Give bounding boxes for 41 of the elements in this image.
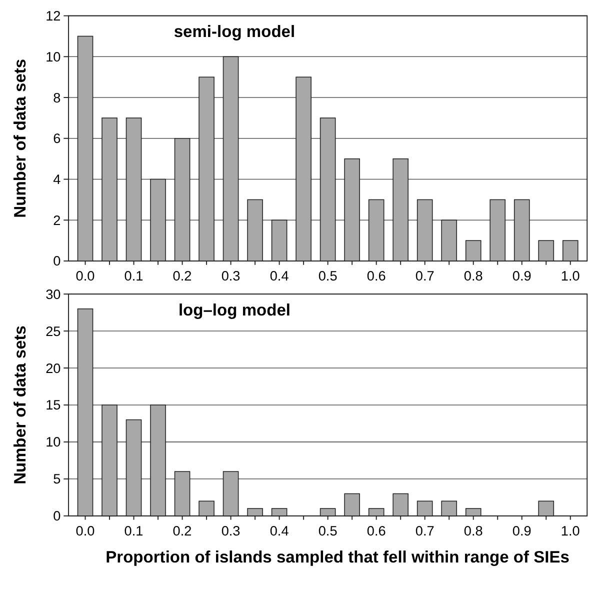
x-tick-label: 0.5: [318, 523, 338, 538]
x-tick-label: 0.5: [318, 268, 338, 284]
x-tick-label: 0.8: [464, 523, 483, 538]
y-tick-label: 0: [53, 508, 62, 524]
y-axis-title: Number of data sets: [10, 58, 30, 218]
y-tick-label: 10: [46, 49, 62, 64]
y-axis-title: Number of data sets: [10, 326, 30, 484]
x-tick-label: 0.1: [124, 268, 144, 284]
y-tick-label: 15: [46, 398, 61, 413]
x-tick-label: 0.6: [366, 523, 386, 538]
x-tick-label: 0.8: [464, 268, 483, 284]
x-tick-label: 0.3: [221, 523, 240, 538]
chart-title: log–log model: [178, 300, 290, 320]
x-tick-label: 0.0: [76, 523, 96, 538]
x-tick-label: 0.3: [221, 268, 240, 284]
x-axis-title: Proportion of islands sampled that fell within range of SIEs: [106, 548, 570, 567]
y-tick-label: 8: [53, 90, 61, 106]
x-tick-label: 0.4: [270, 523, 290, 538]
y-tick-label: 25: [46, 324, 61, 339]
y-tick-label: 6: [53, 131, 61, 146]
chart-title: semi-log model: [174, 22, 296, 42]
y-tick-label: 20: [46, 360, 62, 376]
x-tick-label: 0.7: [415, 523, 434, 538]
x-tick-label: 0.7: [415, 268, 434, 284]
x-tick-label: 0.0: [76, 268, 96, 284]
x-tick-label: 0.2: [172, 523, 192, 538]
y-tick-label: 5: [53, 472, 61, 487]
x-tick-label: 0.2: [172, 268, 192, 284]
y-tick-label: 4: [53, 172, 62, 188]
y-tick-label: 12: [46, 8, 61, 24]
y-tick-label: 2: [53, 212, 61, 228]
y-tick-label: 0: [53, 254, 62, 269]
y-tick-label: 10: [46, 434, 62, 450]
x-tick-label: 1.0: [560, 523, 580, 538]
y-tick-label: 30: [46, 286, 62, 302]
x-tick-label: 1.0: [560, 268, 580, 284]
x-tick-label: 0.9: [512, 268, 532, 284]
x-tick-label: 0.1: [124, 523, 144, 538]
x-tick-label: 0.4: [270, 268, 290, 284]
x-tick-label: 0.6: [366, 268, 386, 284]
x-tick-label: 0.9: [512, 523, 532, 538]
